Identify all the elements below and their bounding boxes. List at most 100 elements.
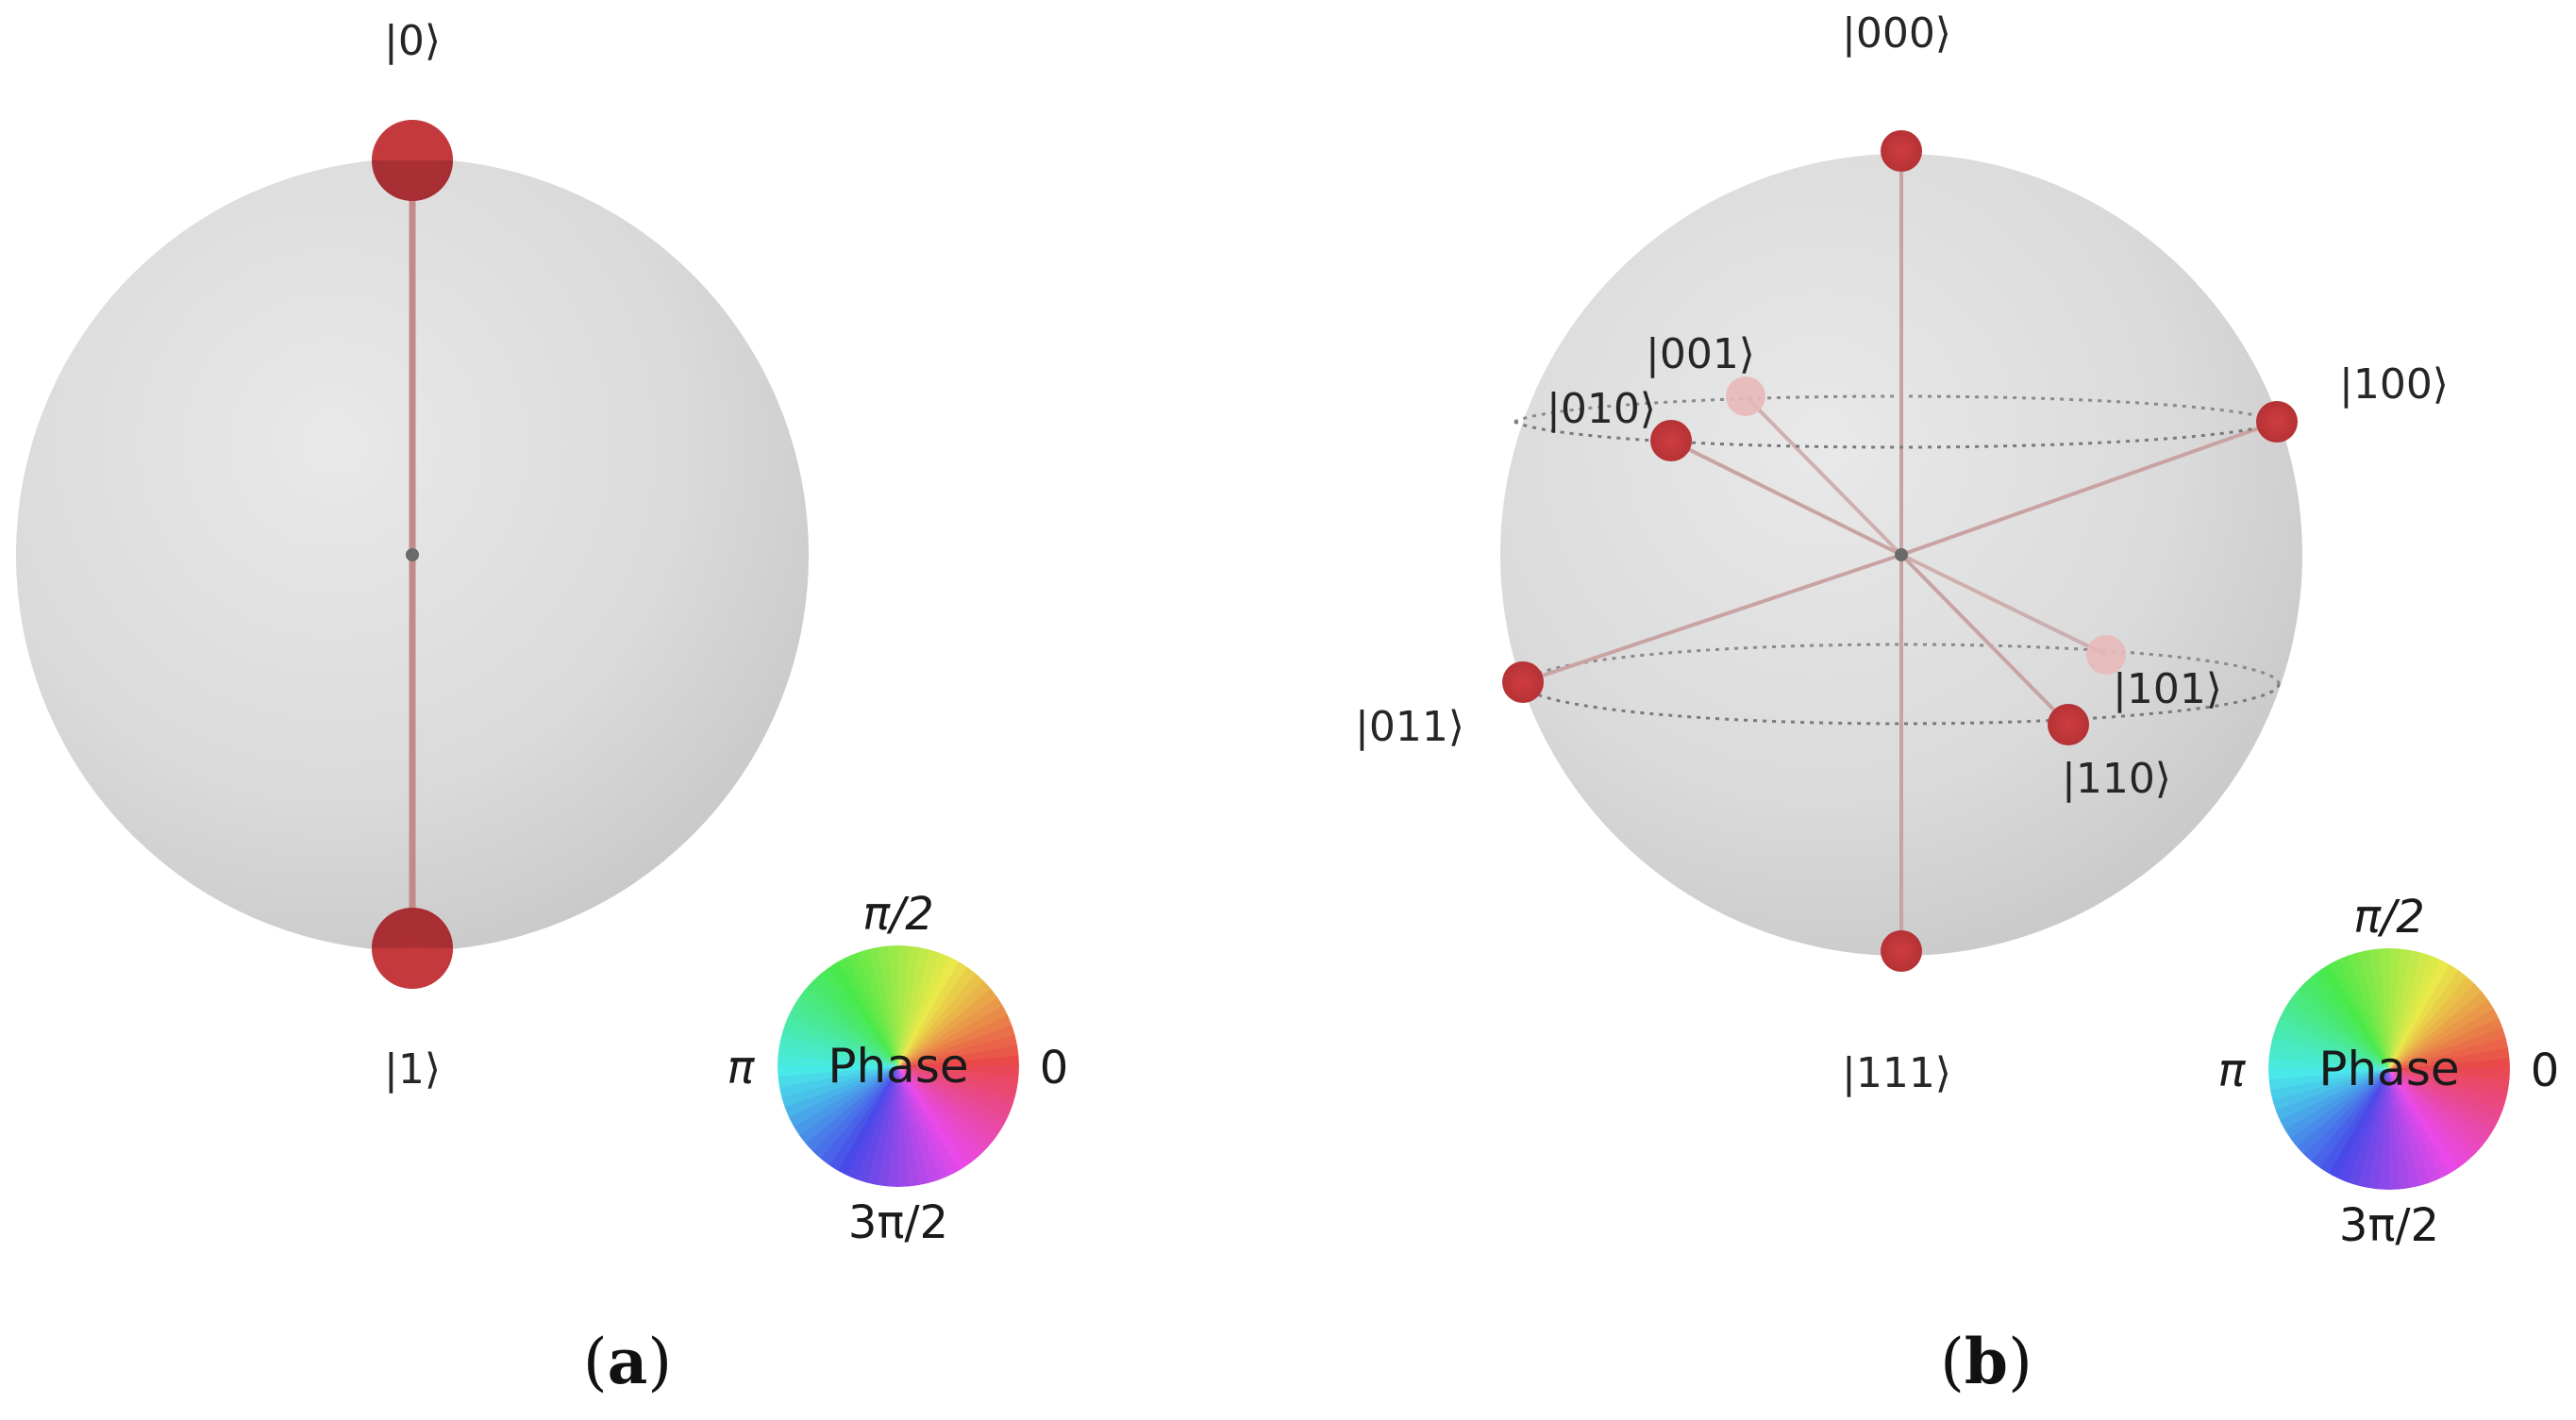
phase-wheel-segment <box>2389 1069 2475 1162</box>
state-marker-011 <box>1502 661 1544 703</box>
phase-wheel-segment <box>820 967 898 1066</box>
bloch-sphere-b: |000⟩ |001⟩ |010⟩ |100⟩ |011⟩ |101⟩ |110… <box>1355 9 2449 1097</box>
phase-wheel-segment <box>2289 991 2389 1069</box>
phase-wheel-segment <box>898 945 920 1066</box>
phase-wheel-segment <box>846 1066 898 1180</box>
state-marker-110 <box>2048 704 2089 745</box>
phase-wheel-top-label: π/2 <box>862 888 934 941</box>
phase-wheel-segment <box>898 1005 1009 1066</box>
panel-b: |000⟩ |001⟩ |010⟩ |100⟩ |011⟩ |101⟩ |110… <box>1355 9 2559 1398</box>
phase-wheel-segment <box>2283 999 2389 1069</box>
phase-wheel-segment <box>2284 1069 2389 1139</box>
phase-wheel-segment <box>805 980 898 1066</box>
phase-wheel-segment <box>2389 1068 2510 1080</box>
line-001 <box>1744 394 1903 557</box>
phase-wheel-segment <box>794 1066 898 1136</box>
state-marker-1 <box>372 908 453 989</box>
phase-wheel-segment <box>2357 949 2389 1069</box>
phase-wheel-segment <box>837 956 898 1066</box>
phase-wheel-segment <box>2389 1069 2451 1179</box>
phase-wheel-segment <box>828 1066 898 1172</box>
phase-wheel-segment <box>784 1066 898 1118</box>
phase-wheel-segment <box>2337 1069 2389 1183</box>
phase-wheel-segment <box>877 1066 898 1187</box>
state-label-110: |110⟩ <box>2062 755 2171 803</box>
phase-wheel-segment <box>898 1066 998 1144</box>
phase-wheel-bottom-label: 3π/2 <box>2339 1199 2439 1252</box>
phase-wheel-segment <box>2348 1069 2389 1186</box>
phase-wheel-segment <box>2389 1069 2506 1111</box>
center-dot-a <box>406 548 419 561</box>
phase-wheel-segment <box>898 1066 1009 1127</box>
state-label-100: |100⟩ <box>2339 360 2449 409</box>
phase-wheel-segment <box>778 1066 898 1098</box>
phase-wheel-segment <box>898 956 959 1066</box>
phase-wheel-segment <box>898 1066 992 1152</box>
phase-wheel-segment <box>857 1066 898 1183</box>
phase-wheel-segment <box>2275 1017 2389 1069</box>
caption-a: (a) <box>583 1325 672 1398</box>
phase-wheel-segment <box>898 1066 968 1171</box>
phase-wheel-segment <box>2389 983 2483 1069</box>
phase-wheel-segment <box>2290 1069 2389 1147</box>
phase-wheel-segment <box>2328 959 2389 1069</box>
state-label-1: |1⟩ <box>384 1045 441 1094</box>
phase-wheel-center-label: Phase <box>2318 1042 2459 1096</box>
phase-wheel-segment <box>2378 1069 2390 1190</box>
state-marker-100 <box>2256 401 2298 443</box>
phase-wheel-top-label: π/2 <box>2353 891 2425 944</box>
phase-wheel-b: Phase π/2 π 0 3π/2 <box>2218 891 2560 1252</box>
phase-wheel-segment <box>2303 976 2389 1069</box>
phase-wheel-segment <box>838 1066 898 1177</box>
phase-wheel-segment <box>793 996 898 1066</box>
state-label-010: |010⟩ <box>1547 385 1656 433</box>
phase-wheel-segment <box>898 1034 1018 1066</box>
phase-wheel-segment <box>898 1066 1015 1108</box>
phase-wheel-segment <box>812 973 898 1066</box>
phase-wheel-right-label: 0 <box>2531 1044 2560 1097</box>
phase-wheel-segment <box>2389 1069 2489 1147</box>
phase-wheel-segment <box>2279 1009 2389 1069</box>
state-label-001: |001⟩ <box>1646 330 1755 378</box>
phase-wheel-segment <box>2311 970 2389 1069</box>
phase-wheel-segment <box>2389 1069 2500 1129</box>
state-label-101: |101⟩ <box>2113 665 2222 713</box>
phase-wheel-segment <box>898 1066 1004 1136</box>
phase-wheel-segment <box>2389 1069 2467 1168</box>
panel-a: |0⟩ |1⟩ Phase π/2 π 0 3π/2 (a) <box>16 17 1068 1398</box>
phase-wheel-segment <box>898 1066 1012 1118</box>
phase-wheel-left-label: π <box>728 1042 756 1094</box>
phase-wheel-segment <box>2389 1069 2503 1121</box>
phase-wheel-right-label: 0 <box>1040 1042 1069 1094</box>
phase-wheel-segment <box>2389 949 2421 1069</box>
state-marker-000 <box>1881 130 1922 172</box>
phase-wheel-segment <box>2389 955 2441 1069</box>
phase-wheel-segment <box>898 1065 1019 1078</box>
phase-wheel-segment <box>2388 948 2400 1069</box>
phase-wheel-segment <box>898 1066 1019 1088</box>
phase-wheel-segment <box>2337 955 2389 1069</box>
center-dot-b <box>1895 548 1908 561</box>
phase-wheel-left-label: π <box>2218 1044 2247 1097</box>
phase-wheel-segment <box>2389 976 2475 1069</box>
phase-wheel-segment <box>897 945 910 1066</box>
phase-wheel-segment <box>2389 991 2488 1069</box>
phase-wheel-segment <box>788 1006 898 1066</box>
phase-wheel-segment <box>2389 1069 2421 1189</box>
phase-wheel-segment <box>887 1066 899 1187</box>
phase-wheel-segment <box>2389 1017 2503 1069</box>
phase-wheel-segment <box>2272 1027 2389 1069</box>
phase-wheel-segment <box>2389 963 2459 1069</box>
state-marker-111 <box>1881 930 1922 972</box>
phase-wheel-segment <box>788 1066 898 1128</box>
phase-wheel-segment <box>799 1066 898 1144</box>
phase-wheel-segment <box>846 952 898 1066</box>
phase-wheel-segment <box>898 1066 984 1160</box>
phase-wheel-segment <box>898 988 997 1066</box>
line-010 <box>1670 439 1902 557</box>
phase-wheel-segment <box>2268 1047 2389 1069</box>
phase-wheel-segment <box>2389 1069 2441 1183</box>
phase-wheel-segment <box>898 980 992 1066</box>
phase-wheel-segment <box>898 1066 960 1177</box>
state-label-000: |000⟩ <box>1842 9 1951 58</box>
